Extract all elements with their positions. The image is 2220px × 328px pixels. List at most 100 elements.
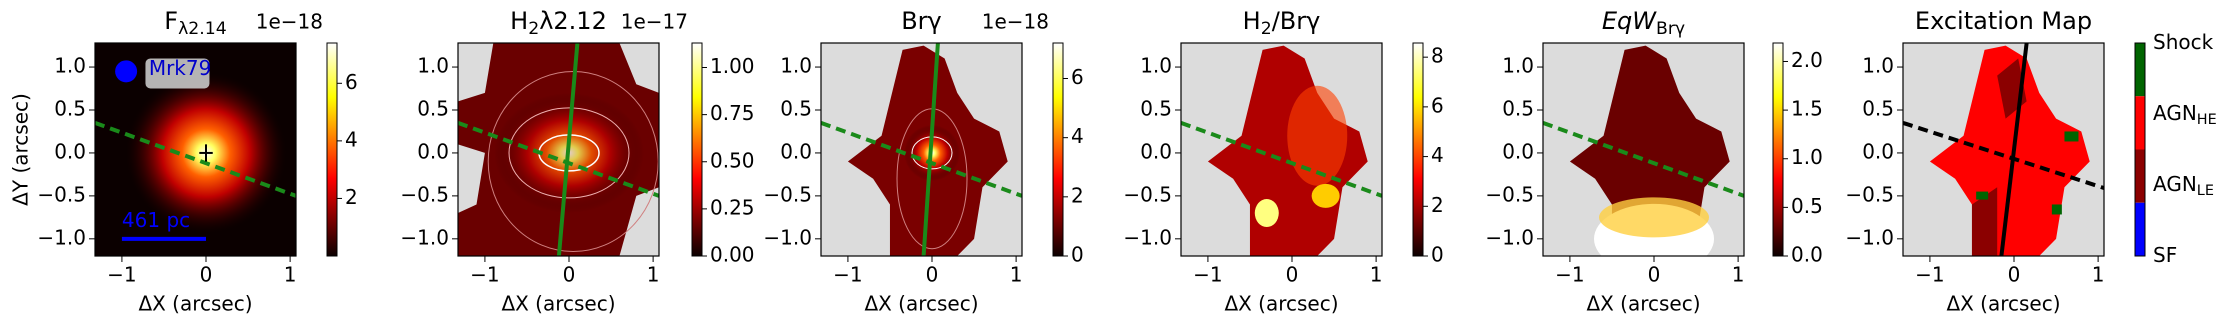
map	[821, 43, 1022, 256]
text-part: Excitation Map	[1915, 7, 2092, 35]
colorbar-tick-label: 2	[1431, 193, 1444, 217]
panel: Excitation Map −1 0 1 1.0 0.5 0.0 −0.5 −1.0 ΔX (a…	[1845, 7, 2216, 316]
y-tick-label: 1.0	[54, 54, 86, 78]
emission-region	[1929, 45, 2090, 256]
y-tick-label: −1.0	[763, 225, 812, 249]
text-part: Brγ	[901, 7, 942, 35]
y-tick-label: −0.5	[1845, 182, 1894, 206]
region	[1976, 191, 1989, 200]
no-data	[458, 144, 485, 214]
colorbar-segment	[2135, 202, 2145, 256]
text-part: SF	[2153, 243, 2177, 267]
position-angle-line	[821, 120, 1022, 198]
x-axis-label: ΔX (arcsec)	[1946, 292, 2060, 316]
y-tick-label: −0.5	[763, 182, 812, 206]
y-tick-label: 0.5	[1502, 96, 1534, 120]
text-part: H	[510, 7, 528, 35]
text-part: F	[164, 7, 178, 35]
colorbar	[691, 42, 703, 257]
colorbar-tick-label: 0.75	[710, 101, 755, 125]
x-tick-label: −1	[1193, 263, 1222, 287]
map	[458, 43, 659, 256]
y-tick-label: −0.5	[1485, 182, 1534, 206]
beam	[115, 60, 138, 83]
colorbar-tick-label: 0.5	[1791, 194, 1823, 218]
x-tick-label: 0	[200, 263, 213, 287]
panel: EqWBrγ −1 0 1 1.0 0.5 0.0 −0.5 −1.0 ΔX (arcsec) 0.…	[1485, 7, 1822, 316]
colorbar	[1772, 42, 1784, 257]
colorbar	[326, 42, 338, 257]
x-tick-label: −1	[1915, 263, 1944, 287]
y-tick-label: 0.5	[1140, 96, 1172, 120]
colorbar-label: AGNHE	[2153, 101, 2217, 129]
x-axis-label: ΔX (arcsec)	[1586, 292, 1700, 316]
colorbar-tick-label: 0.50	[710, 148, 755, 172]
map: Mrk79 461 pc	[95, 43, 296, 256]
map	[1543, 43, 1744, 256]
scale-label: 461 pc	[122, 208, 190, 232]
y-tick-label: 1.0	[780, 54, 812, 78]
text-part: λ2.14	[178, 19, 227, 39]
y-tick-label: 0.0	[780, 139, 812, 163]
text-part: λ2.12	[539, 7, 607, 35]
colorbar-tick-label: 8	[1431, 44, 1444, 68]
y-tick-label: 0.5	[780, 96, 812, 120]
no-data	[619, 187, 659, 256]
position-angle-line	[1999, 43, 2029, 256]
colorbar-label: SF	[2153, 243, 2177, 267]
colorbar-tick-label: 0.25	[710, 195, 755, 219]
position-angle-line	[556, 43, 580, 256]
plot-frame	[1542, 42, 1745, 257]
plot-frame	[457, 42, 660, 257]
text-part: AGN	[2153, 101, 2197, 125]
chart-title: H2λ2.12	[510, 7, 607, 39]
emission	[1254, 199, 1279, 228]
x-tick-label: −1	[107, 263, 136, 287]
object-label: Mrk79	[149, 56, 212, 80]
y-tick-label: −1.0	[1845, 225, 1894, 249]
text-part: 2	[1261, 19, 1272, 39]
y-tick-label: 0.0	[417, 139, 449, 163]
y-tick-label: −0.5	[400, 182, 449, 206]
plot-frame	[1902, 42, 2105, 257]
colorbar-tick-label: 2.0	[1791, 48, 1823, 72]
plot-frame	[820, 42, 1023, 257]
colorbar-tick-label: 1.00	[710, 54, 755, 78]
y-tick-label: 0.0	[54, 139, 86, 163]
colorbar-label: Shock	[2153, 30, 2214, 54]
x-tick-label: 1	[1010, 263, 1023, 287]
colorbar-segment	[2135, 43, 2145, 97]
x-axis-label: ΔX (arcsec)	[864, 292, 978, 316]
colorbar-tick-label: 2	[1071, 183, 1084, 207]
text-part: Brγ	[1656, 19, 1685, 39]
y-tick-label: −1.0	[1123, 225, 1172, 249]
label-box	[145, 58, 210, 89]
y-tick-label: 0.0	[1140, 139, 1172, 163]
y-tick-label: 0.5	[1862, 96, 1894, 120]
position-angle-line	[921, 43, 940, 256]
no-data	[458, 43, 494, 102]
contour	[508, 107, 630, 199]
text-part: HE	[2197, 112, 2217, 128]
colorbar-tick-label: 1.5	[1791, 97, 1823, 121]
text-part: AGN	[2153, 172, 2197, 196]
y-tick-label: 0.0	[1862, 139, 1894, 163]
x-tick-label: 0	[563, 263, 576, 287]
colorbar-tick-label: 0	[1431, 243, 1444, 267]
y-tick-label: −0.5	[1123, 182, 1172, 206]
colorbar-tick-label: 0	[1071, 243, 1084, 267]
x-axis-label: ΔX (arcsec)	[501, 292, 615, 316]
x-tick-label: 0	[1648, 263, 1661, 287]
chart-title: Fλ2.14	[164, 7, 226, 39]
map	[1181, 43, 1382, 256]
y-tick-label: 0.5	[417, 96, 449, 120]
colorbar-tick-label: 4	[345, 127, 358, 151]
position-angle-line	[1543, 120, 1744, 198]
offset-text: 1e−18	[256, 10, 323, 34]
x-tick-label: 1	[2092, 263, 2105, 287]
x-tick-label: −1	[470, 263, 499, 287]
y-tick-label: −1.0	[1485, 225, 1534, 249]
position-angle-line	[95, 120, 296, 198]
colorbar-tick-label: 4	[1431, 143, 1444, 167]
